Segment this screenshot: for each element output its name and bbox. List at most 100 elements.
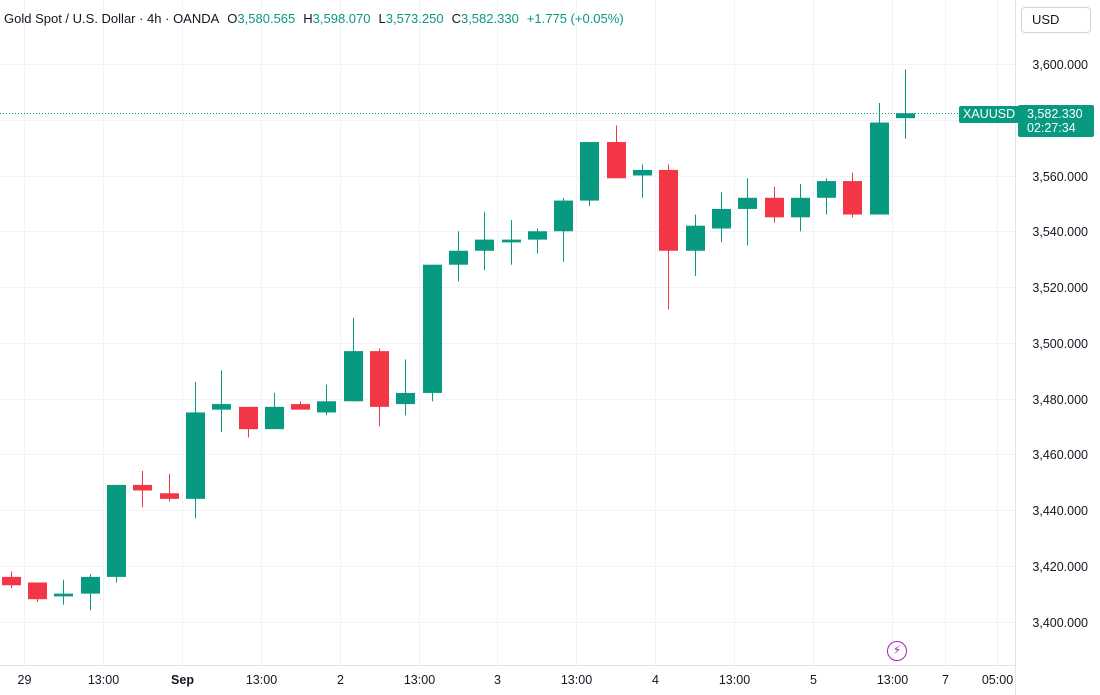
- candle: [791, 183, 810, 232]
- candle: [265, 392, 284, 430]
- x-tick-label: 13:00: [719, 673, 750, 687]
- candle-body: [28, 582, 47, 600]
- close-label: C: [451, 11, 461, 26]
- candle-body: [580, 142, 599, 201]
- candle: [870, 103, 889, 215]
- y-tick-label: 3,540.000: [1032, 225, 1088, 239]
- lightning-icon[interactable]: ⚡: [887, 641, 907, 661]
- x-tick-label: 4: [652, 673, 659, 687]
- candle-body: [659, 169, 678, 251]
- x-tick-label: 2: [337, 673, 344, 687]
- last-price-tag: 3,582.330 02:27:34: [1018, 105, 1094, 137]
- x-tick-label: 13:00: [561, 673, 592, 687]
- candle: [502, 220, 521, 265]
- candle: [896, 69, 915, 139]
- candle-body: [54, 593, 73, 597]
- candle-body: [843, 181, 862, 215]
- candle-body: [554, 200, 573, 232]
- x-tick-label: Sep: [171, 673, 194, 687]
- candle: [28, 582, 47, 602]
- y-tick-label: 3,600.000: [1032, 58, 1088, 72]
- candle: [186, 381, 205, 519]
- candle: [843, 172, 862, 218]
- candle-body: [81, 576, 100, 594]
- candle-body: [870, 122, 889, 215]
- high-value: 3,598.070: [312, 11, 371, 26]
- y-tick-label: 3,500.000: [1032, 337, 1088, 351]
- candle: [607, 125, 626, 179]
- candle: [449, 231, 468, 282]
- candle-body: [817, 181, 836, 198]
- candle-body: [791, 197, 810, 218]
- candle-body: [712, 208, 731, 229]
- candle-body: [528, 231, 547, 240]
- candle: [633, 164, 652, 198]
- time-axis[interactable]: 29 13:00 Sep 13:00 2 13:00 3 13:00 4 13:00 5 13:00 7…: [18, 673, 1014, 687]
- currency-button[interactable]: USD: [1021, 7, 1091, 33]
- candle: [133, 470, 152, 508]
- candle: [765, 186, 784, 223]
- candle-body: [370, 351, 389, 407]
- candle-body: [317, 401, 336, 413]
- price-axis[interactable]: 3,400.000 3,420.000 3,440.000 3,460.000 3,48…: [1032, 58, 1088, 630]
- bar-countdown: 02:27:34: [1027, 121, 1076, 135]
- candle-body: [133, 484, 152, 491]
- x-tick-label: 05:00: [982, 673, 1013, 687]
- candle-body: [265, 406, 284, 430]
- grid-lines: [0, 0, 1015, 665]
- candle: [239, 406, 258, 438]
- y-tick-label: 3,480.000: [1032, 393, 1088, 407]
- candle: [54, 579, 73, 605]
- y-tick-label: 3,440.000: [1032, 504, 1088, 518]
- candle-body: [160, 493, 179, 499]
- open-value: 3,580.565: [237, 11, 296, 26]
- candle-body: [475, 239, 494, 251]
- candle-body: [396, 392, 415, 405]
- symbol-price-tag: XAUUSD: [959, 106, 1020, 123]
- close-value: 3,582.330: [460, 11, 519, 26]
- candle: [475, 211, 494, 271]
- y-tick-label: 3,420.000: [1032, 560, 1088, 574]
- candle: [160, 473, 179, 502]
- candle-body: [896, 113, 915, 119]
- symbol-legend: Gold Spot / U.S. Dollar · 4h · OANDA O 3,…: [4, 11, 624, 26]
- candle: [580, 142, 599, 207]
- symbol-title[interactable]: Gold Spot / U.S. Dollar · 4h · OANDA: [4, 11, 220, 26]
- x-tick-label: 7: [942, 673, 949, 687]
- x-tick-label: 13:00: [88, 673, 119, 687]
- candle: [659, 164, 678, 310]
- x-tick-label: 13:00: [877, 673, 908, 687]
- y-tick-label: 3,520.000: [1032, 281, 1088, 295]
- candle-body: [686, 225, 705, 251]
- candle-body: [738, 197, 757, 209]
- candle-body: [765, 197, 784, 218]
- candle-body: [633, 169, 652, 176]
- candle: [712, 192, 731, 243]
- y-tick-label: 3,560.000: [1032, 170, 1088, 184]
- candle: [291, 401, 310, 410]
- candles: [2, 69, 915, 611]
- low-value: 3,573.250: [385, 11, 444, 26]
- candle: [107, 484, 126, 583]
- candle: [81, 574, 100, 611]
- candle: [554, 197, 573, 262]
- high-label: H: [303, 11, 313, 26]
- candle-body: [2, 576, 21, 586]
- low-label: L: [378, 11, 386, 26]
- candle-body: [212, 404, 231, 410]
- last-price-value: 3,582.330: [1027, 107, 1083, 121]
- candle: [528, 228, 547, 254]
- change-value: +1.775 (+0.05%): [526, 11, 624, 26]
- candle: [344, 317, 363, 402]
- x-tick-label: 5: [810, 673, 817, 687]
- candle: [396, 359, 415, 416]
- y-tick-label: 3,400.000: [1032, 616, 1088, 630]
- candle-body: [502, 239, 521, 243]
- candle-body: [186, 412, 205, 499]
- candle: [212, 370, 231, 432]
- y-tick-label: 3,460.000: [1032, 448, 1088, 462]
- candle-body: [107, 484, 126, 577]
- candle: [317, 384, 336, 416]
- candle: [2, 571, 21, 589]
